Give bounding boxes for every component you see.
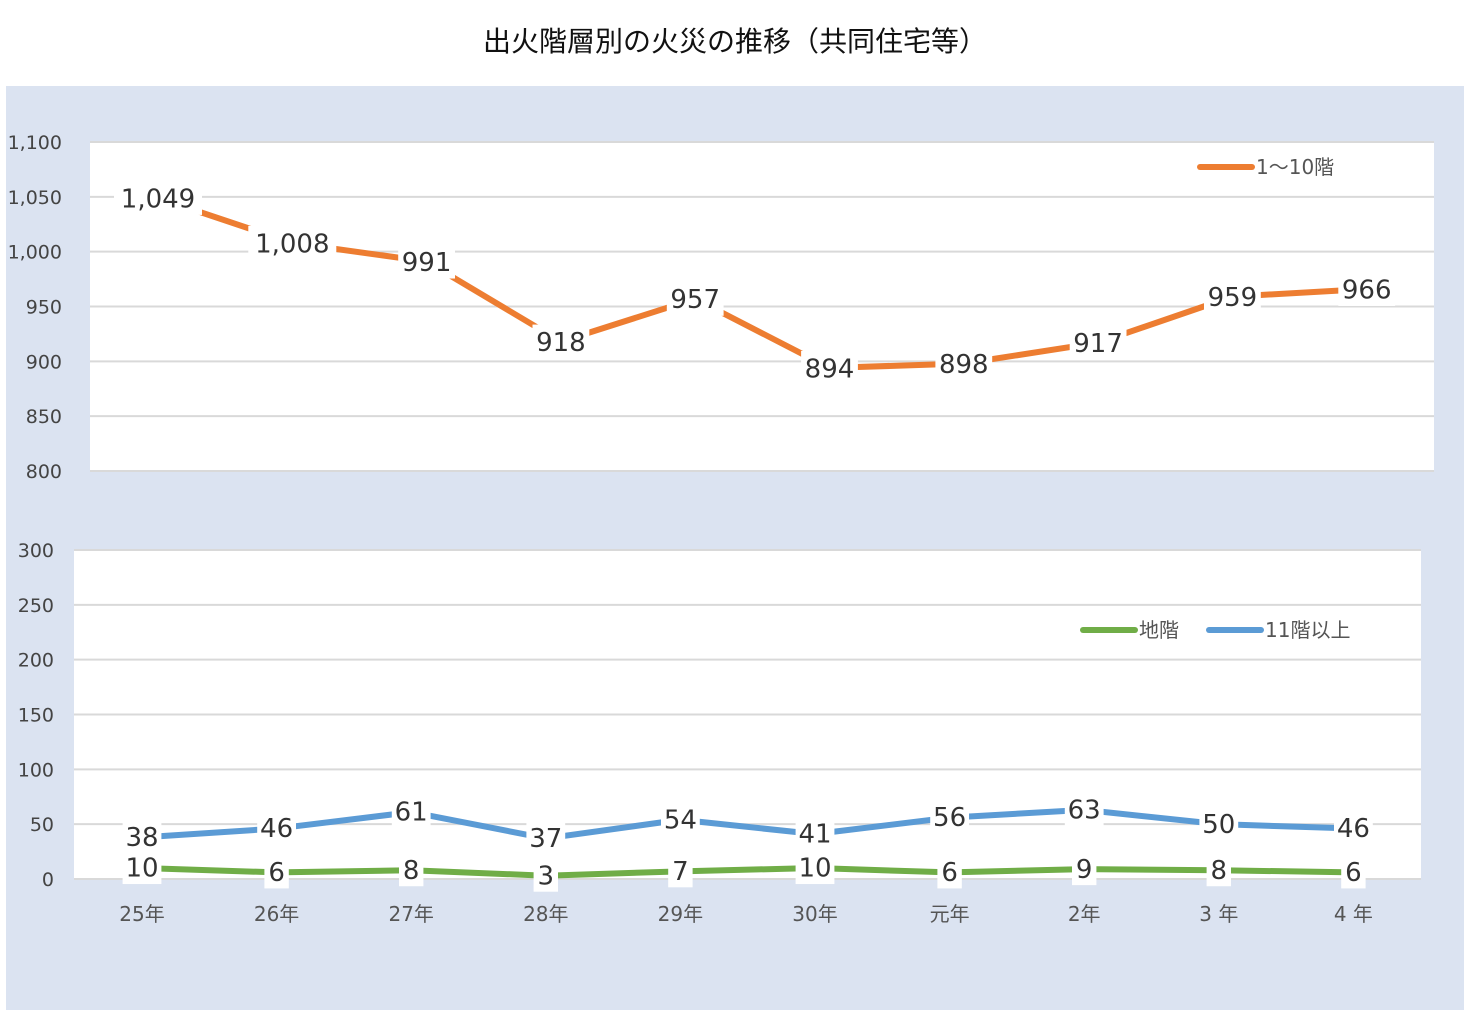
data-label: 54 — [664, 805, 697, 835]
data-label-bg — [532, 324, 590, 359]
data-label-bg — [114, 180, 202, 215]
x-tick-label: 28年 — [523, 902, 568, 926]
y-tick-label: 1,100 — [8, 132, 62, 154]
data-label: 991 — [402, 248, 452, 278]
y-tick-label: 0 — [42, 869, 54, 891]
data-label: 46 — [260, 814, 293, 844]
data-label-bg — [1204, 279, 1261, 314]
data-label: 898 — [939, 350, 989, 380]
data-label-bg — [1338, 271, 1396, 306]
data-label: 46 — [1337, 814, 1370, 844]
data-label-bg — [526, 822, 566, 855]
x-tick-label: 4 年 — [1334, 902, 1373, 926]
y-tick-label: 50 — [30, 814, 54, 836]
y-tick-label: 250 — [18, 595, 54, 617]
y-tick-label: 200 — [18, 650, 54, 672]
y-tick-label: 800 — [26, 461, 62, 483]
data-label: 959 — [1208, 283, 1258, 313]
y-tick-label: 100 — [18, 759, 54, 781]
data-label-bg — [1206, 854, 1231, 887]
data-label: 1,008 — [255, 229, 329, 259]
data-label-bg — [1341, 856, 1366, 889]
x-tick-label: 2年 — [1068, 902, 1101, 926]
data-label: 9 — [1076, 855, 1093, 885]
data-label: 37 — [529, 824, 562, 854]
legend-label: 11階以上 — [1265, 618, 1350, 642]
x-tick-label: 3 年 — [1199, 902, 1238, 926]
data-label-bg — [930, 801, 969, 834]
data-label-bg — [399, 854, 424, 887]
series-line — [139, 865, 1357, 879]
data-label-bg — [801, 350, 858, 385]
data-label-bg — [661, 803, 700, 836]
data-label: 6 — [1345, 858, 1362, 888]
data-label: 3 — [538, 861, 555, 891]
data-label: 56 — [933, 803, 966, 833]
x-tick-label: 25年 — [119, 902, 164, 926]
data-label: 7 — [672, 857, 689, 887]
y-tick-label: 850 — [26, 406, 62, 428]
data-label: 8 — [1211, 856, 1228, 886]
data-label-bg — [248, 225, 337, 260]
y-tick-label: 900 — [26, 351, 62, 373]
data-label: 1,049 — [121, 184, 195, 214]
data-label-bg — [666, 281, 724, 316]
series-line — [139, 806, 1357, 842]
data-label: 10 — [125, 854, 158, 884]
data-label-bg — [668, 855, 693, 888]
legend-label: 地階 — [1139, 618, 1179, 642]
data-label: 6 — [941, 858, 958, 888]
chart-title: 出火階層別の火災の推移（共同住宅等） — [482, 25, 987, 58]
data-label-bg — [533, 859, 558, 892]
data-label-bg — [935, 346, 993, 381]
data-label-bg — [1064, 793, 1104, 826]
data-label-bg — [1334, 812, 1373, 845]
data-label-bg — [122, 852, 162, 885]
x-tick-label: 29年 — [658, 902, 703, 926]
data-label-bg — [391, 796, 431, 829]
data-label-bg — [1199, 808, 1239, 841]
data-label: 6 — [268, 858, 285, 888]
legend-label: 1～10階 — [1256, 155, 1334, 179]
y-tick-label: 1,000 — [8, 242, 62, 264]
data-label: 957 — [670, 285, 720, 315]
data-label-bg — [122, 821, 162, 854]
data-label: 61 — [395, 798, 428, 828]
data-label: 41 — [798, 820, 831, 850]
y-tick-label: 150 — [18, 705, 54, 727]
x-tick-label: 27年 — [388, 902, 433, 926]
y-tick-label: 950 — [26, 297, 62, 319]
series-line — [155, 194, 1370, 371]
data-label: 50 — [1202, 810, 1235, 840]
data-label-bg — [1072, 853, 1097, 886]
data-label: 10 — [798, 854, 831, 884]
data-label: 917 — [1073, 329, 1123, 359]
data-label: 966 — [1342, 275, 1392, 305]
y-tick-label: 300 — [18, 540, 54, 562]
data-label: 63 — [1068, 796, 1101, 826]
data-label-bg — [264, 856, 289, 889]
data-label: 894 — [805, 354, 855, 384]
x-tick-label: 30年 — [792, 902, 837, 926]
x-tick-label: 26年 — [254, 902, 299, 926]
data-label-bg — [795, 818, 835, 851]
data-label: 38 — [125, 823, 158, 853]
x-tick-label: 元年 — [930, 902, 970, 926]
data-label-bg — [937, 856, 962, 889]
y-tick-label: 1,050 — [8, 187, 62, 209]
data-label-bg — [257, 812, 296, 845]
data-label-bg — [1069, 325, 1127, 360]
data-label: 918 — [536, 328, 586, 358]
data-label: 8 — [403, 856, 420, 886]
data-label-bg — [398, 244, 455, 279]
data-label-bg — [795, 852, 835, 885]
